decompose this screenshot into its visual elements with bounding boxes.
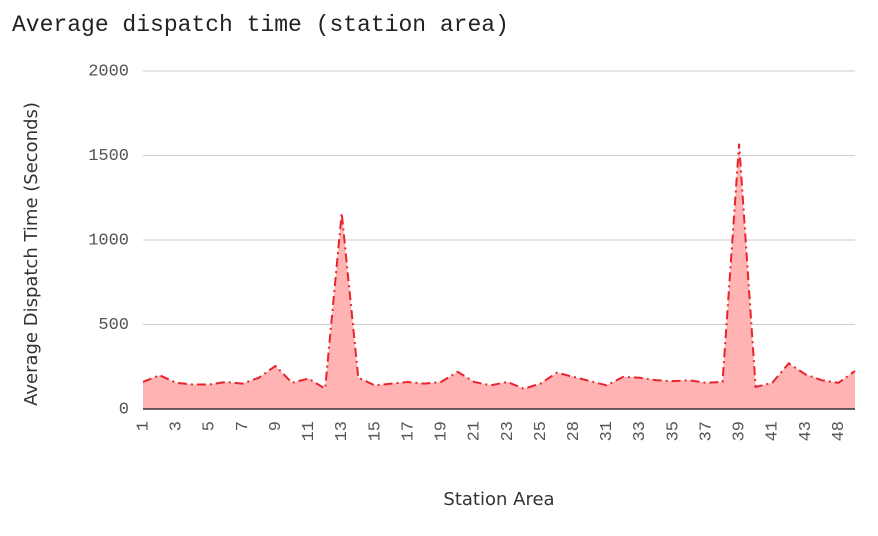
- chart-title: Average dispatch time (station area): [12, 12, 509, 38]
- x-tick-label: 31: [598, 421, 617, 441]
- y-axis-label: Average Dispatch Time (Seconds): [21, 102, 42, 406]
- y-tick-label: 1500: [88, 147, 129, 166]
- y-tick-label: 0: [119, 400, 129, 419]
- x-tick-label: 35: [664, 421, 683, 441]
- x-tick-label: 19: [433, 421, 452, 441]
- x-tick-label: 9: [267, 421, 286, 431]
- x-tick-label: 37: [697, 421, 716, 441]
- x-tick-label: 15: [366, 421, 385, 441]
- x-tick-label: 33: [631, 421, 650, 441]
- x-tick-label: 43: [797, 421, 816, 441]
- x-tick-label: 7: [234, 421, 253, 431]
- x-tick-label: 5: [201, 421, 220, 431]
- area-fill: [143, 143, 855, 410]
- x-tick-label: 25: [532, 421, 551, 441]
- series-line: [142, 143, 856, 391]
- x-tick-label: 28: [565, 421, 584, 441]
- x-tick-label: 3: [168, 421, 187, 431]
- x-tick-label: 11: [300, 421, 319, 441]
- x-tick-label: 21: [466, 421, 485, 441]
- x-tick-label: 39: [731, 421, 750, 441]
- y-tick-label: 2000: [88, 62, 129, 81]
- x-tick-label: 48: [830, 421, 849, 441]
- x-tick-label: 13: [333, 421, 352, 441]
- x-tick-label: 17: [399, 421, 418, 441]
- x-tick-labels: 1 3 5 7 9 11 13 15 17 19 21 23 25 28 31 33 35 37 39 41 43 48: [134, 421, 848, 441]
- x-tick-label: 41: [764, 421, 783, 441]
- y-tick-labels: 0 500 1000 1500 2000: [88, 62, 129, 419]
- y-tick-label: 1000: [88, 231, 129, 250]
- x-axis-label: Station Area: [443, 489, 554, 510]
- y-tick-label: 500: [98, 316, 129, 335]
- x-tick-label: 23: [499, 421, 518, 441]
- x-tick-label: 1: [134, 421, 153, 431]
